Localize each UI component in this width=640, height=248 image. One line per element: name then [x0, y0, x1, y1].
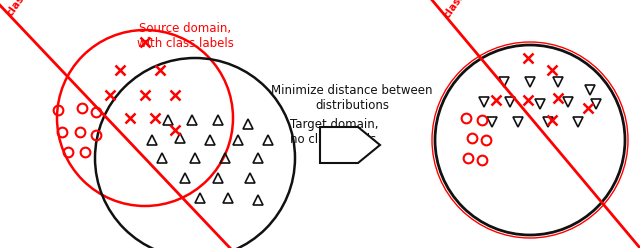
Text: classifier: classifier	[5, 0, 44, 18]
Text: Source domain,
with class labels: Source domain, with class labels	[136, 22, 234, 50]
Text: classifier: classifier	[442, 0, 481, 20]
Text: Target domain,
no class labels: Target domain, no class labels	[290, 118, 378, 146]
Text: Minimize distance between
distributions: Minimize distance between distributions	[271, 84, 433, 112]
FancyArrow shape	[320, 127, 380, 163]
